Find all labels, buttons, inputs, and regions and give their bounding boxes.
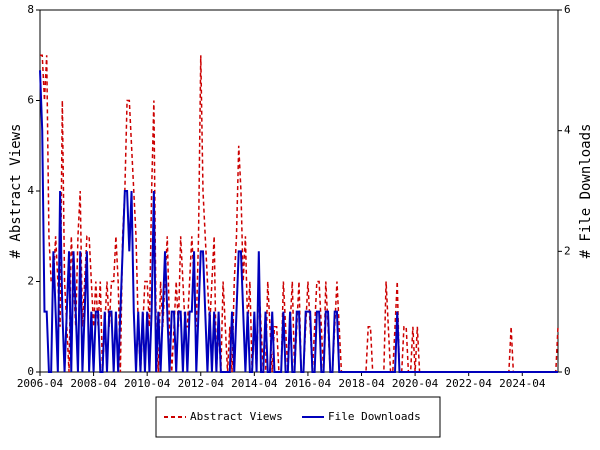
y-tick-label: 8 bbox=[27, 3, 34, 16]
x-tick-label: 2016-04 bbox=[285, 377, 332, 390]
y2-tick-label: 4 bbox=[564, 124, 571, 137]
legend-label: Abstract Views bbox=[190, 410, 283, 423]
x-tick-label: 2008-04 bbox=[70, 377, 117, 390]
series-line bbox=[39, 70, 558, 373]
x-tick-label: 2024-04 bbox=[499, 377, 546, 390]
y-tick-label: 0 bbox=[27, 365, 34, 378]
x-tick-label: 2022-04 bbox=[446, 377, 493, 390]
y-axis-label: # Abstract Views bbox=[8, 124, 24, 259]
y-tick-label: 6 bbox=[27, 94, 34, 107]
x-tick-label: 2018-04 bbox=[338, 377, 385, 390]
x-tick-label: 2020-04 bbox=[392, 377, 439, 390]
y2-tick-label: 2 bbox=[564, 244, 571, 257]
x-tick-label: 2006-04 bbox=[17, 377, 64, 390]
x-tick-label: 2014-04 bbox=[231, 377, 278, 390]
legend-box bbox=[155, 396, 441, 438]
y-tick-label: 2 bbox=[27, 275, 34, 288]
y2-axis-label: # File Downloads bbox=[578, 124, 594, 259]
y2-tick-label: 6 bbox=[564, 3, 571, 16]
y2-tick-label: 0 bbox=[564, 365, 571, 378]
x-tick-label: 2010-04 bbox=[124, 377, 171, 390]
x-tick-label: 2012-04 bbox=[178, 377, 225, 390]
y-tick-label: 4 bbox=[27, 184, 34, 197]
legend-label: File Downloads bbox=[328, 410, 421, 423]
